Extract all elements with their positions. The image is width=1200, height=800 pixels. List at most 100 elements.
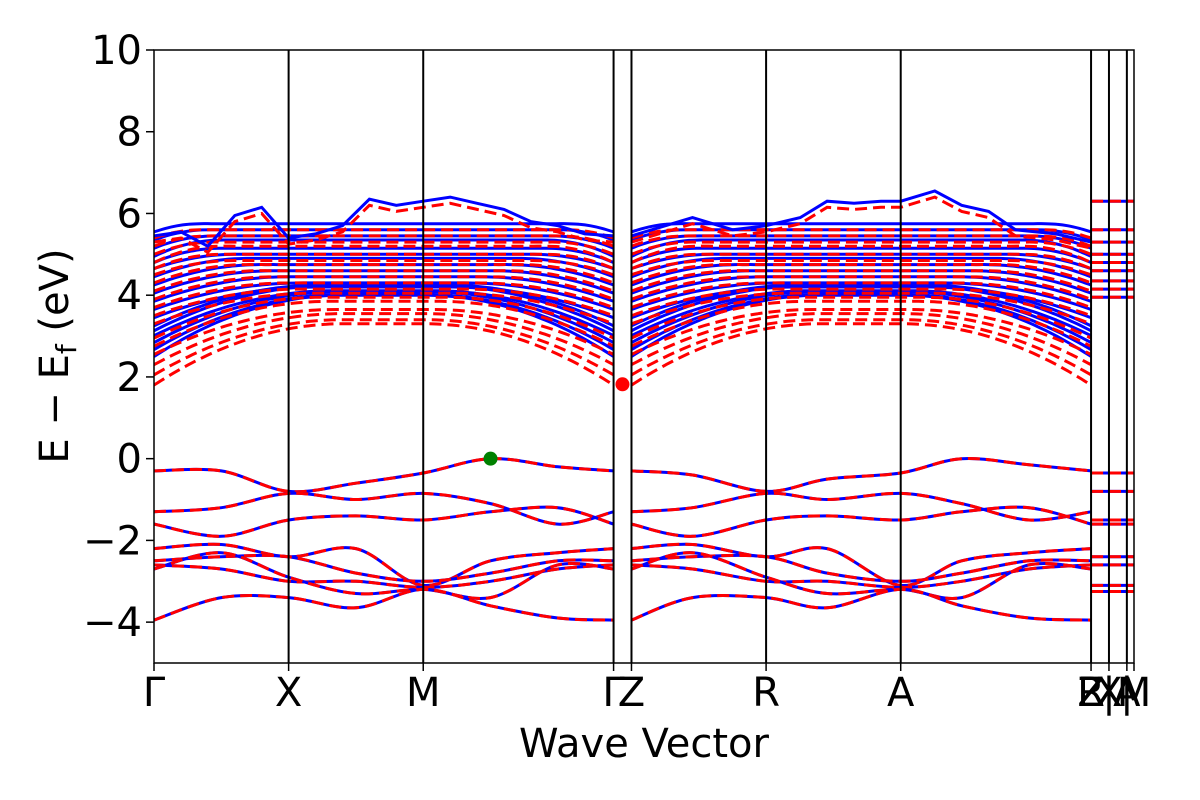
cbm-marker	[615, 377, 630, 392]
x-tick-label-6: A	[887, 670, 915, 716]
conduction-band-3-seg-0-spin-down	[154, 308, 615, 356]
y-tick-label-2: 0	[117, 437, 142, 483]
x-tick-label-8: R	[1077, 670, 1105, 716]
conduction-band-11-seg-1-spin-up	[630, 256, 1092, 279]
valence-band-3-seg-0-spin-down	[154, 542, 614, 587]
conduction-band-12-seg-1-spin-down	[630, 258, 1092, 277]
x-tick-label-10: X	[1095, 670, 1122, 716]
conduction-band-1-seg-0-spin-down	[154, 318, 615, 377]
conduction-band-7-seg-1-spin-up	[630, 281, 1092, 311]
x-ticks-layer: Γ X M ΓZ R A ZR|X|AM	[143, 663, 1151, 716]
conduction-band-5-seg-0-spin-up	[154, 283, 615, 328]
conduction-band-14-seg-1-spin-up	[630, 238, 1092, 258]
y-tick-label-7: 10	[91, 28, 142, 74]
x-tick-label-0: Γ	[143, 670, 166, 716]
axes-frame	[153, 49, 1135, 664]
conduction-band-13-seg-1-spin-down	[630, 252, 1092, 271]
conduction-band-11-seg-1-spin-down	[630, 263, 1092, 285]
kpoint-lines-layer	[287, 50, 1128, 663]
conduction-band-14-seg-1-spin-down	[630, 244, 1092, 264]
valence-band-5-seg-0-spin-down	[154, 563, 614, 589]
conduction-band-3-seg-0-spin-up	[154, 289, 615, 338]
vbm-marker	[483, 451, 498, 466]
conduction-band-7-seg-0-spin-down	[154, 287, 615, 318]
conduction-band-4-seg-1-spin-down	[630, 299, 1092, 348]
conduction-band-1-seg-1-spin-up	[630, 292, 1092, 351]
upper-band-0-spin-down	[154, 201, 614, 255]
valence-band-2-seg-1-spin-down	[631, 505, 1092, 538]
valence-band-4-seg-1-spin-up	[631, 553, 1092, 583]
conduction-band-5-seg-1-spin-up	[630, 283, 1092, 328]
conduction-band-2-seg-1-spin-down	[630, 312, 1092, 367]
valence-band-7-seg-1-spin-down	[630, 587, 1092, 622]
y-axis-label-main: E − E	[32, 354, 78, 464]
valence-band-1-seg-0-spin-down	[154, 491, 614, 526]
conduction-band-16-seg-0-spin-down	[154, 234, 615, 248]
y-axis-label: E − Ef (eV)	[32, 248, 83, 463]
x-tick-label-1: X	[275, 670, 302, 716]
conduction-band-7-seg-0-spin-up	[154, 281, 615, 311]
valence-band-4-seg-0-spin-down	[154, 553, 614, 583]
y-ticks-layer: −4 −2 0 2 4 6 8 10	[83, 28, 154, 646]
conduction-band-13-seg-0-spin-up	[154, 246, 615, 264]
x-tick-label-5: R	[752, 670, 780, 716]
valence-band-7-seg-0-spin-down	[154, 587, 614, 622]
conduction-band-14-seg-0-spin-up	[154, 238, 615, 258]
valence-band-5-seg-1-spin-up	[631, 563, 1092, 589]
conduction-band-4-seg-0-spin-down	[154, 299, 615, 348]
conduction-band-13-seg-1-spin-up	[630, 246, 1092, 264]
conduction-band-9-seg-1-spin-down	[630, 275, 1092, 301]
conduction-band-13-seg-0-spin-down	[154, 252, 615, 271]
x-tick-label-4: Z	[618, 670, 645, 716]
valence-band-2-seg-0-spin-down	[154, 505, 615, 538]
conduction-band-1-seg-0-spin-up	[154, 292, 615, 351]
upper-band-1-spin-up	[631, 189, 1092, 244]
conduction-band-0-seg-0-spin-down	[154, 322, 615, 387]
conduction-band-9-seg-0-spin-down	[154, 275, 615, 301]
conduction-band-7-seg-1-spin-down	[631, 287, 1092, 318]
conduction-band-14-seg-0-spin-down	[154, 244, 615, 264]
y-axis-label-unit: (eV)	[32, 248, 78, 344]
bands-layer	[154, 189, 1134, 622]
x-tick-label-7: Z	[1077, 670, 1104, 716]
valence-band-6-seg-1-spin-down	[631, 551, 1092, 600]
conduction-band-10-seg-0-spin-down	[154, 269, 615, 293]
valence-band-0-seg-1-spin-down	[631, 456, 1092, 493]
conduction-band-10-seg-1-spin-down	[630, 269, 1092, 293]
conduction-band-6-seg-1-spin-down	[630, 291, 1092, 326]
conduction-band-3-seg-1-spin-up	[630, 289, 1092, 338]
conduction-band-5-seg-0-spin-down	[154, 295, 615, 340]
x-tick-label-2: M	[406, 670, 441, 716]
y-tick-label-3: 2	[117, 355, 142, 401]
x-tick-label-9: |	[1102, 670, 1115, 716]
conduction-band-6-seg-0-spin-down	[154, 291, 615, 326]
conduction-band-12-seg-0-spin-down	[154, 258, 615, 277]
extrema-markers-layer	[483, 377, 630, 466]
conduction-band-11-seg-0-spin-down	[154, 263, 615, 285]
conduction-band-3-seg-1-spin-down	[630, 308, 1092, 356]
upper-band-1-spin-down	[631, 195, 1092, 250]
y-tick-label-4: 4	[117, 273, 142, 319]
y-axis-label-subscript: f	[50, 343, 83, 354]
conduction-band-1-seg-1-spin-down	[630, 318, 1092, 377]
conduction-band-8-seg-0-spin-down	[154, 281, 615, 309]
valence-band-0-seg-0-spin-down	[154, 457, 614, 494]
y-tick-label-0: −4	[83, 600, 142, 646]
x-tick-label-3: Γ	[602, 670, 625, 716]
conduction-band-8-seg-1-spin-down	[630, 281, 1092, 309]
conduction-band-15-seg-1-spin-down	[630, 240, 1092, 256]
conduction-band-0-seg-1-spin-down	[630, 322, 1092, 387]
conduction-band-5-seg-1-spin-down	[630, 295, 1092, 340]
x-tick-label-11: |	[1120, 670, 1133, 716]
x-axis-label: Wave Vector	[519, 721, 770, 767]
conduction-band-15-seg-0-spin-down	[154, 240, 615, 256]
upper-band-0-spin-up	[154, 195, 614, 249]
conduction-band-2-seg-0-spin-down	[154, 312, 615, 367]
conduction-band-11-seg-0-spin-up	[154, 256, 615, 279]
valence-band-1-seg-1-spin-down	[631, 491, 1092, 522]
y-tick-label-6: 8	[117, 110, 142, 156]
x-tick-label-13: M	[1117, 670, 1152, 716]
